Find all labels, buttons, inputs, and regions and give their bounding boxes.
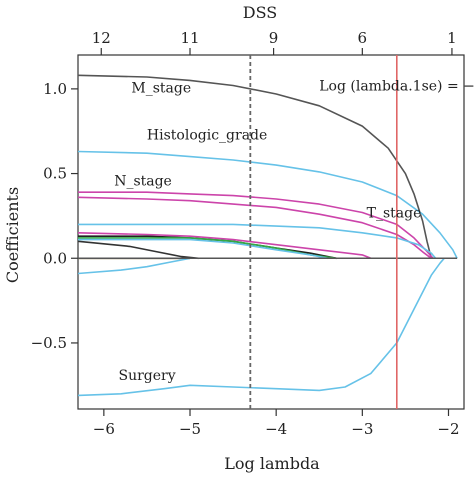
series-line-6 [78, 232, 372, 260]
top-tick-label: 12 [92, 29, 111, 47]
annotation-label: Histologic_grade [147, 128, 267, 144]
top-tick-label: 1 [447, 29, 457, 47]
series-line-2 [78, 150, 458, 259]
series-line-3 [78, 191, 434, 259]
top-tick-label: 6 [358, 29, 368, 47]
series-layer [78, 74, 458, 397]
y-tick-label: 1.0 [43, 80, 67, 98]
reference-lines [249, 55, 398, 409]
y-tick-label: −0.5 [31, 334, 67, 352]
top-tick-label: 9 [269, 29, 279, 47]
annotation-label: Surgery [118, 368, 175, 384]
annotation-label: M_stage [131, 80, 191, 96]
x-tick-label: −6 [93, 420, 115, 438]
y-tick-label: 0.0 [43, 249, 67, 267]
series-line-1 [78, 74, 433, 259]
annotation-label: T_stage [367, 206, 422, 222]
top-tick-label: 11 [180, 29, 199, 47]
x-tick-label: −2 [437, 420, 459, 438]
series-line-5 [78, 223, 437, 259]
axes: −6 −5 −4 −3 −2 1.0 0.5 0.0 −0.5 12 11 9 6 1 [31, 29, 460, 438]
series-line-13 [78, 257, 191, 275]
chart-title: DSS [243, 3, 277, 22]
annotation-label: N_stage [114, 173, 172, 189]
series-line-4 [78, 196, 432, 259]
x-tick-label: −5 [179, 420, 201, 438]
annotation-label: Log (lambda.1se) = −2.69 [319, 79, 474, 95]
x-tick-label: −3 [351, 420, 373, 438]
plot-frame [77, 54, 465, 410]
y-axis-label: Coefficients [3, 187, 22, 283]
series-line-10 [78, 240, 199, 260]
y-tick-label: 0.5 [43, 165, 67, 183]
series-line-14 [78, 257, 445, 397]
series-line-9 [78, 238, 329, 260]
annotations: Log (lambda.1se) = −2.69 M_stage Histologi… [114, 79, 474, 385]
x-axis-label: Log lambda [224, 454, 320, 473]
x-tick-label: −4 [265, 420, 287, 438]
